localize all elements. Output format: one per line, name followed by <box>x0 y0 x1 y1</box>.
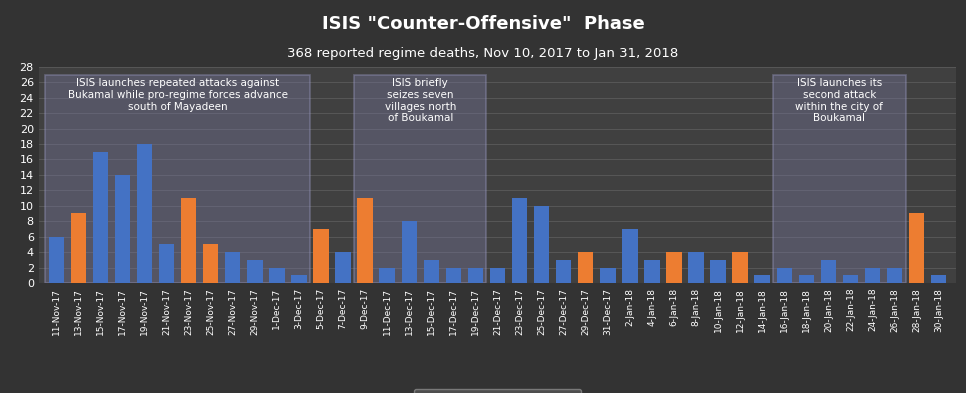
Bar <box>71 221 86 283</box>
Bar <box>754 275 770 283</box>
Bar <box>667 252 682 283</box>
Bar <box>490 268 505 283</box>
Bar <box>842 275 858 283</box>
Bar <box>799 275 814 283</box>
Bar <box>225 252 241 283</box>
Text: ISIS "Counter-Offensive"  Phase: ISIS "Counter-Offensive" Phase <box>322 15 644 33</box>
Bar <box>291 275 306 283</box>
Text: ISIS launches repeated attacks against
Bukamal while pro-regime forces advance
s: ISIS launches repeated attacks against B… <box>68 78 288 112</box>
Bar <box>380 268 395 283</box>
Legend: Deir Ez Zor, Homs: Deir Ez Zor, Homs <box>413 389 582 393</box>
Bar <box>600 268 615 283</box>
Bar <box>402 221 417 283</box>
FancyBboxPatch shape <box>773 75 905 283</box>
Text: ISIS briefly
seizes seven
villages north
of Boukamal: ISIS briefly seizes seven villages north… <box>384 78 456 123</box>
Bar <box>578 252 593 283</box>
Bar <box>115 175 130 283</box>
Bar <box>423 260 439 283</box>
Bar <box>71 213 86 283</box>
Bar <box>48 237 64 283</box>
Bar <box>445 268 461 283</box>
Bar <box>93 152 108 283</box>
Bar <box>909 213 924 283</box>
Bar <box>644 260 660 283</box>
Bar <box>931 275 947 283</box>
FancyBboxPatch shape <box>45 75 310 283</box>
Bar <box>203 244 218 283</box>
Bar <box>181 198 196 283</box>
Bar <box>137 144 153 283</box>
Bar <box>710 260 725 283</box>
Bar <box>534 206 550 283</box>
Bar <box>732 252 748 283</box>
Bar <box>247 260 263 283</box>
Bar <box>270 268 285 283</box>
Bar <box>689 252 704 283</box>
Bar <box>578 252 593 283</box>
Bar <box>468 268 483 283</box>
Bar <box>357 198 373 283</box>
Bar <box>865 268 880 283</box>
FancyBboxPatch shape <box>355 75 487 283</box>
Text: 368 reported regime deaths, Nov 10, 2017 to Jan 31, 2018: 368 reported regime deaths, Nov 10, 2017… <box>287 46 679 60</box>
Bar <box>887 268 902 283</box>
Bar <box>777 268 792 283</box>
Bar <box>622 229 638 283</box>
Bar <box>313 229 328 283</box>
Bar <box>909 268 924 283</box>
Bar <box>556 260 572 283</box>
Text: ISIS launches its
second attack
within the city of
Boukamal: ISIS launches its second attack within t… <box>795 78 883 123</box>
Bar <box>512 198 527 283</box>
Bar <box>335 252 351 283</box>
Bar <box>158 244 174 283</box>
Bar <box>821 260 837 283</box>
